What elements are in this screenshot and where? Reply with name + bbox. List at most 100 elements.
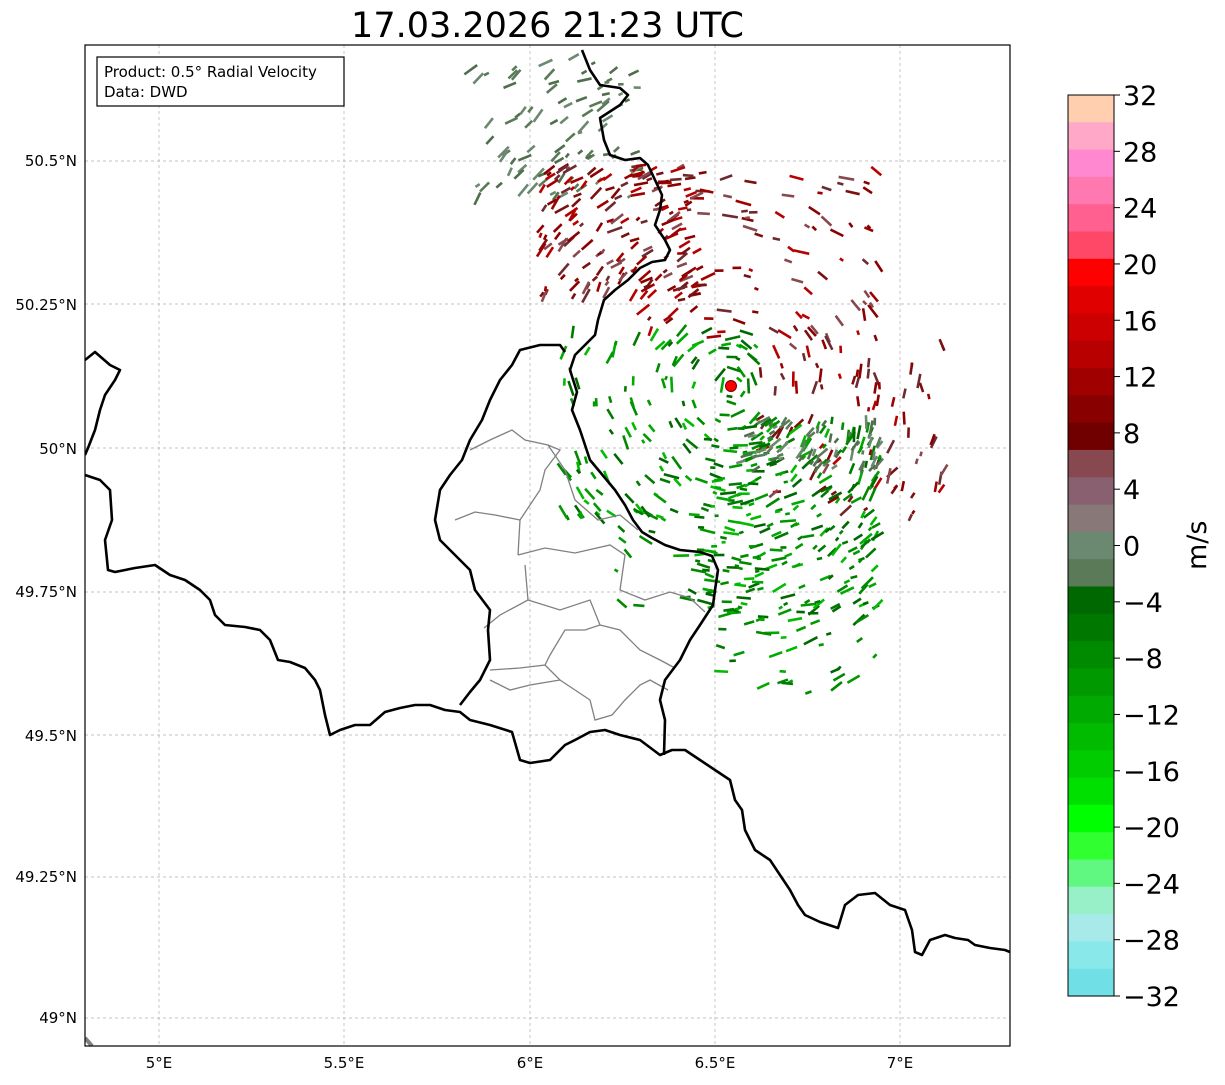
colorbar-segment [1068, 258, 1114, 287]
velocity-echo-gate [629, 397, 635, 408]
velocity-echo-gate [683, 187, 692, 192]
colorbar-tick-label: 28 [1123, 137, 1157, 168]
velocity-echo-gate [584, 487, 596, 500]
velocity-echo-gate [787, 245, 796, 253]
velocity-echo-gate [570, 292, 577, 300]
velocity-echo-gate [790, 473, 798, 483]
velocity-echo-gate [596, 281, 602, 293]
velocity-echo-gate [766, 522, 774, 528]
velocity-echo-gate [811, 448, 817, 457]
velocity-echo-gate [832, 456, 842, 466]
velocity-echo-gate [726, 394, 733, 399]
velocity-echo-gate [791, 499, 805, 506]
velocity-echo-gate [586, 166, 597, 176]
velocity-echo-gate [594, 398, 598, 407]
velocity-echo-gate [681, 246, 691, 255]
velocity-echo-gate [690, 356, 698, 365]
velocity-echo-gate [655, 514, 664, 520]
velocity-echo-gate [719, 413, 730, 417]
velocity-echo-gate [702, 587, 716, 593]
velocity-echo-gate [589, 186, 603, 200]
velocity-echo-gate [872, 457, 885, 471]
velocity-echo-gate [735, 376, 743, 383]
velocity-echo-gate [824, 332, 831, 343]
velocity-echo-gate [760, 417, 772, 427]
velocity-echo-gate [864, 415, 868, 429]
velocity-echo-gate [745, 587, 756, 594]
velocity-echo-gate [719, 174, 733, 182]
velocity-echo-gate [626, 194, 632, 199]
velocity-echo-gate [794, 542, 804, 550]
velocity-echo-gate [902, 411, 906, 425]
velocity-echo-gate [797, 535, 804, 541]
map-area[interactable] [85, 45, 1010, 1046]
velocity-echo-gate [838, 175, 855, 181]
velocity-echo-gate [869, 291, 879, 303]
velocity-echo-gate [804, 690, 812, 695]
velocity-echo-gate [747, 434, 757, 438]
velocity-echo-gate [803, 286, 813, 296]
velocity-echo-gate [721, 213, 739, 219]
velocity-echo-gate [822, 458, 831, 468]
velocity-echo-gate [778, 456, 784, 461]
colorbar-segment [1068, 750, 1114, 779]
colorbar-tick-label: −32 [1123, 982, 1180, 1013]
velocity-echo-gate [679, 273, 688, 282]
velocity-echo-gate [739, 329, 754, 336]
velocity-echo-gate [780, 635, 787, 640]
velocity-echo-gate [832, 672, 846, 682]
lon-tick-label: 5.5°E [324, 1054, 365, 1072]
velocity-echo-gate [674, 291, 683, 300]
velocity-echo-gate [738, 530, 744, 535]
velocity-echo-gate [739, 560, 752, 566]
velocity-echo-gate [646, 399, 652, 406]
colorbar-segment [1068, 613, 1114, 642]
velocity-echo-gate [708, 348, 717, 355]
velocity-echo-gate [739, 498, 755, 506]
velocity-echo-gate [771, 530, 782, 538]
velocity-echo-gate [526, 144, 536, 154]
velocity-echo-gate [658, 465, 665, 472]
velocity-echo-gate [792, 324, 799, 332]
velocity-echo-gate [740, 451, 753, 459]
velocity-echo-gate [567, 53, 580, 62]
colorbar-tick-label: 8 [1123, 419, 1140, 450]
lat-tick-label: 49.5°N [25, 727, 77, 745]
velocity-echo-gate [718, 346, 730, 350]
velocity-echo-gate [728, 482, 742, 487]
colorbar-segment [1068, 149, 1114, 178]
velocity-echo-gate [632, 507, 644, 516]
velocity-echo-gate [815, 425, 820, 434]
velocity-echo-gate [732, 505, 743, 510]
velocity-echo-gate [735, 459, 746, 465]
velocity-echo-gate [554, 204, 570, 214]
velocity-echo-gate [673, 477, 682, 487]
velocity-echo-gate [650, 165, 658, 172]
velocity-echo-gate [682, 442, 692, 454]
velocity-echo-gate [867, 437, 874, 449]
velocity-echo-gate [818, 442, 825, 450]
velocity-echo-gate [723, 449, 738, 454]
radar-site-marker[interactable] [725, 380, 737, 392]
velocity-echo-gate [666, 211, 681, 223]
velocity-echo-gate [640, 505, 651, 518]
colorbar-segment [1068, 968, 1114, 997]
colorbar-tick-label: −16 [1123, 757, 1180, 788]
velocity-echo-gate [574, 277, 580, 283]
velocity-echo-gate [732, 266, 742, 270]
velocity-echo-gate [711, 444, 720, 449]
velocity-echo-gate [550, 194, 561, 210]
velocity-echo-gate [778, 605, 783, 610]
velocity-echo-gate [780, 546, 787, 549]
velocity-echo-gate [821, 419, 828, 427]
velocity-echo-gate [601, 97, 611, 106]
administrative-subdivisions [454, 429, 706, 721]
velocity-echo-gate [778, 418, 791, 429]
velocity-echo-gate [595, 222, 604, 233]
velocity-echo-gate [857, 522, 864, 529]
velocity-echo-gate [572, 220, 580, 226]
velocity-echo-gate [902, 388, 907, 399]
velocity-echo-gate [671, 455, 683, 470]
velocity-echo-gate [617, 92, 624, 97]
velocity-echo-gate [818, 474, 833, 485]
